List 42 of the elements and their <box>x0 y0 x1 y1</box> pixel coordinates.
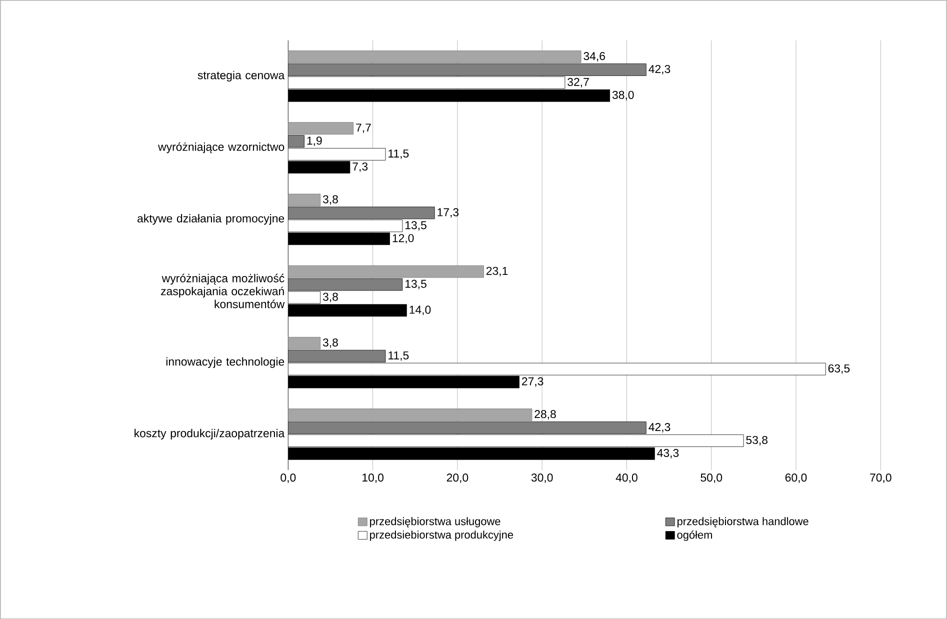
data-label: 42,3 <box>648 422 670 432</box>
legend-label: przedsiębiorstwa usługowe <box>370 517 500 528</box>
data-label: 28,8 <box>534 410 556 420</box>
data-label: 11,5 <box>388 351 409 361</box>
y-tick-label: koszty produkcji/zaopatrzenia <box>134 428 285 440</box>
data-label: 13,5 <box>405 280 426 290</box>
data-label: 7,3 <box>352 162 368 172</box>
x-tick-label: 0,0 <box>280 473 296 483</box>
y-tick-label: innowacyje technologie <box>166 357 284 368</box>
data-label: 11,5 <box>388 149 409 159</box>
data-label: 27,3 <box>522 377 544 387</box>
y-tick-label: wyróżniająca możliwość zaspokajania oczekiwań konsumentów <box>161 274 285 308</box>
legend-label: przedsiębiorstwa handlowe <box>678 517 808 528</box>
y-tick-label: aktywe działania promocyjne <box>138 214 284 225</box>
data-label: 17,3 <box>438 208 459 218</box>
legend-label: ogółem <box>677 530 712 541</box>
data-label: 14,0 <box>410 306 431 316</box>
data-label: 34,6 <box>584 52 605 62</box>
data-label: 3,8 <box>322 195 338 205</box>
data-label: 7,7 <box>356 124 371 133</box>
data-label: 23,1 <box>486 266 508 276</box>
data-label: 53,8 <box>746 436 768 446</box>
y-tick-label: strategia cenowa <box>198 70 285 82</box>
x-tick-label: 70,0 <box>870 473 892 483</box>
data-label: 43,3 <box>657 448 679 458</box>
data-label: 42,3 <box>648 64 670 74</box>
x-tick-label: 20,0 <box>446 473 468 483</box>
x-tick-label: 30,0 <box>531 473 553 483</box>
data-label: 12,0 <box>392 234 414 244</box>
x-tick-label: 40,0 <box>616 473 638 483</box>
data-label: 13,5 <box>405 221 426 230</box>
data-label: 63,5 <box>828 364 850 374</box>
legend-label: przedsiebiorstwa produkcyjne <box>370 530 514 541</box>
x-tick-label: 60,0 <box>785 473 807 483</box>
data-label: 38,0 <box>612 90 634 100</box>
data-label: 3,8 <box>322 292 338 302</box>
x-tick-label: 10,0 <box>362 473 384 483</box>
x-tick-label: 50,0 <box>700 473 722 483</box>
y-tick-label: wyróżniające wzornictwo <box>158 142 284 154</box>
data-label: 32,7 <box>568 78 589 88</box>
data-label: 3,8 <box>322 338 338 348</box>
data-label: 1,9 <box>307 136 322 146</box>
